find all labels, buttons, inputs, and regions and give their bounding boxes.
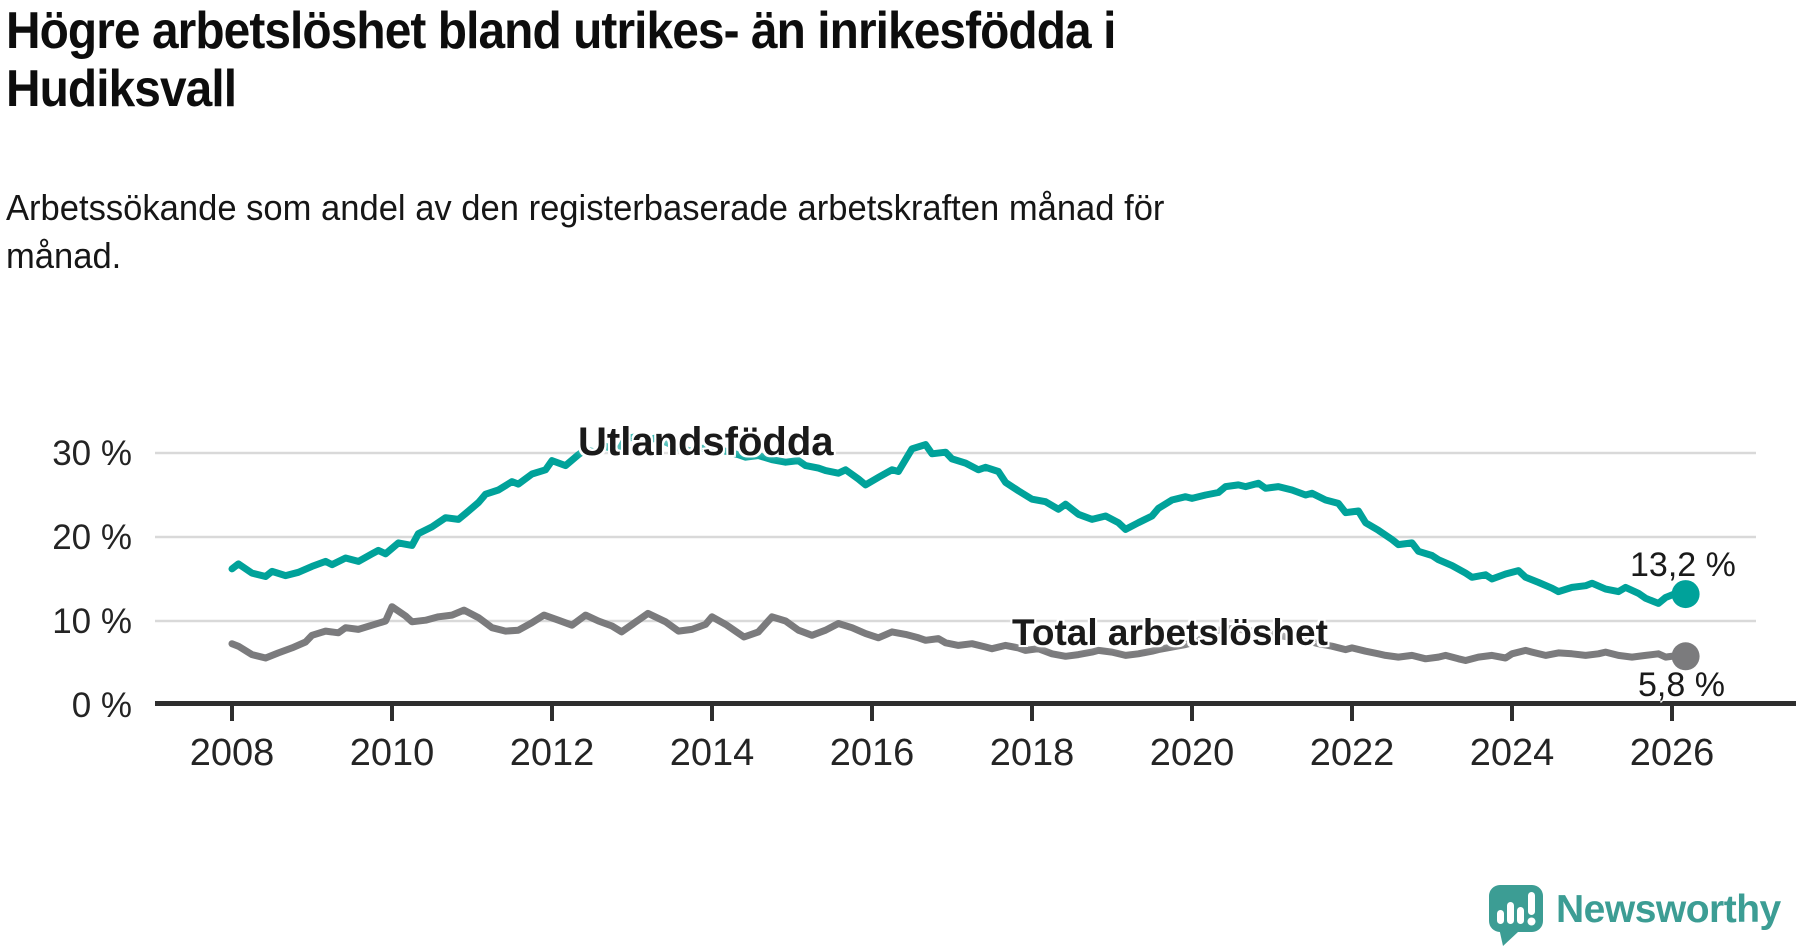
x-tick-label-2026: 2026 [1630, 732, 1715, 774]
chart-title-line-1: Högre arbetslöshet bland utrikes- än inr… [6, 2, 1116, 60]
x-tick-label-2008: 2008 [190, 732, 275, 774]
newsworthy-wordmark: Newsworthy [1556, 888, 1781, 931]
series-label-total-arbetsloshet: Total arbetslöshet [1012, 612, 1328, 653]
series-line-total [228, 603, 1690, 664]
x-tick-label-2022: 2022 [1310, 732, 1395, 774]
y-tick-label-30: 30 % [52, 434, 132, 473]
chart-title: Högre arbetslöshet bland utrikes- än inr… [6, 2, 1116, 118]
end-value-label-total: 5,8 % [1638, 666, 1725, 704]
chart-subtitle-line-1: Arbetssökande som andel av den registerb… [6, 187, 1165, 228]
chart-subtitle: Arbetssökande som andel av den registerb… [6, 184, 1164, 280]
series-label-utlandsfodda: Utlandsfödda [578, 420, 834, 464]
y-tick-label-20: 20 % [52, 518, 132, 557]
x-tick-label-2010: 2010 [350, 732, 435, 774]
x-tick-label-2018: 2018 [990, 732, 1075, 774]
chart-subtitle-line-2: månad. [6, 235, 122, 276]
newsworthy-bubble-chart-icon [1489, 885, 1543, 946]
newsworthy-logo: Newsworthy [1488, 884, 1781, 948]
x-tick-label-2014: 2014 [670, 732, 755, 774]
y-tick-label-10: 10 % [52, 602, 132, 641]
x-tick-label-2012: 2012 [510, 732, 595, 774]
series-end-dot-utlandsfodda [1671, 580, 1700, 609]
x-tick-label-2020: 2020 [1150, 732, 1235, 774]
series-end-dot-total [1671, 642, 1700, 671]
x-tick-label-2024: 2024 [1470, 732, 1555, 774]
x-tick-label-2016: 2016 [830, 732, 915, 774]
end-value-label-utlandsfodda: 13,2 % [1630, 546, 1736, 584]
chart-title-line-2: Hudiksvall [6, 60, 237, 118]
series-line-utlandsfodda [228, 432, 1690, 607]
y-tick-label-0: 0 % [72, 686, 132, 725]
